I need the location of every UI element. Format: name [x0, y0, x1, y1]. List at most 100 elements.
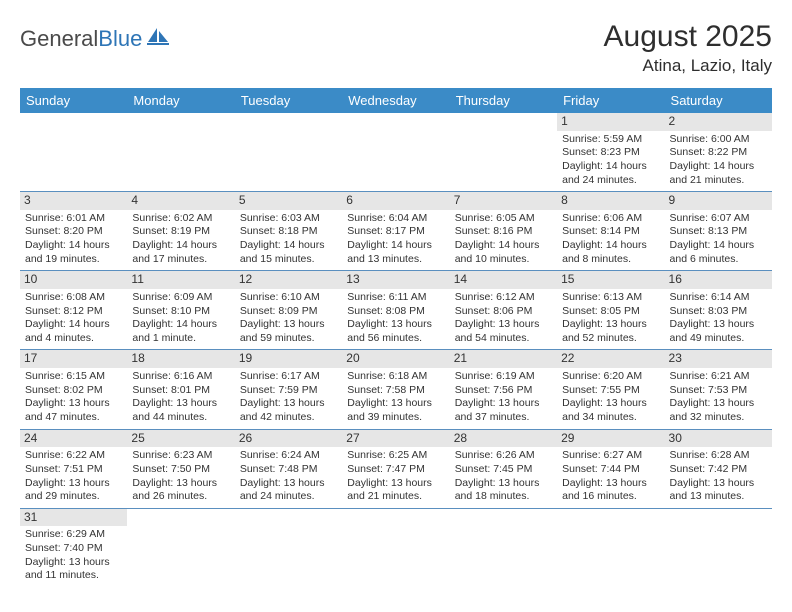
- sunset-line: Sunset: 8:02 PM: [25, 384, 122, 398]
- sunrise-line: Sunrise: 6:24 AM: [240, 449, 337, 463]
- calendar-day: 4Sunrise: 6:02 AMSunset: 8:19 PMDaylight…: [127, 192, 234, 271]
- sunset-line: Sunset: 8:05 PM: [562, 305, 659, 319]
- daylight-line: Daylight: 13 hours and 54 minutes.: [455, 318, 552, 345]
- day-number: 19: [235, 350, 342, 368]
- calendar-day: 9Sunrise: 6:07 AMSunset: 8:13 PMDaylight…: [665, 192, 772, 271]
- daylight-line: Daylight: 13 hours and 34 minutes.: [562, 397, 659, 424]
- day-number: 10: [20, 271, 127, 289]
- day-number: 17: [20, 350, 127, 368]
- calendar-body: 1Sunrise: 5:59 AMSunset: 8:23 PMDaylight…: [20, 113, 772, 587]
- day-number: 3: [20, 192, 127, 210]
- calendar-empty: [127, 113, 234, 192]
- sunrise-line: Sunrise: 6:26 AM: [455, 449, 552, 463]
- calendar-day: 20Sunrise: 6:18 AMSunset: 7:58 PMDayligh…: [342, 350, 449, 429]
- sunrise-line: Sunrise: 6:17 AM: [240, 370, 337, 384]
- daylight-line: Daylight: 13 hours and 56 minutes.: [347, 318, 444, 345]
- sunrise-line: Sunrise: 6:29 AM: [25, 528, 122, 542]
- day-number: 24: [20, 430, 127, 448]
- calendar-day: 22Sunrise: 6:20 AMSunset: 7:55 PMDayligh…: [557, 350, 664, 429]
- calendar-day: 28Sunrise: 6:26 AMSunset: 7:45 PMDayligh…: [450, 429, 557, 508]
- sunrise-line: Sunrise: 6:13 AM: [562, 291, 659, 305]
- day-number: 9: [665, 192, 772, 210]
- logo-text-1: General: [20, 26, 98, 52]
- calendar-week: 24Sunrise: 6:22 AMSunset: 7:51 PMDayligh…: [20, 429, 772, 508]
- month-title: August 2025: [604, 20, 772, 54]
- calendar-day: 6Sunrise: 6:04 AMSunset: 8:17 PMDaylight…: [342, 192, 449, 271]
- day-number: 23: [665, 350, 772, 368]
- title-block: August 2025 Atina, Lazio, Italy: [604, 20, 772, 76]
- calendar-empty: [235, 508, 342, 587]
- calendar-week: 31Sunrise: 6:29 AMSunset: 7:40 PMDayligh…: [20, 508, 772, 587]
- daylight-line: Daylight: 14 hours and 19 minutes.: [25, 239, 122, 266]
- sunset-line: Sunset: 7:58 PM: [347, 384, 444, 398]
- sunrise-line: Sunrise: 6:21 AM: [670, 370, 767, 384]
- daylight-line: Daylight: 14 hours and 24 minutes.: [562, 160, 659, 187]
- calendar-day: 30Sunrise: 6:28 AMSunset: 7:42 PMDayligh…: [665, 429, 772, 508]
- daylight-line: Daylight: 13 hours and 49 minutes.: [670, 318, 767, 345]
- sunrise-line: Sunrise: 6:06 AM: [562, 212, 659, 226]
- sunrise-line: Sunrise: 5:59 AM: [562, 133, 659, 147]
- calendar-day: 15Sunrise: 6:13 AMSunset: 8:05 PMDayligh…: [557, 271, 664, 350]
- sunset-line: Sunset: 8:06 PM: [455, 305, 552, 319]
- calendar-week: 17 Sunrise: 6:15 AMSunset: 8:02 PM Dayligh…: [20, 350, 772, 429]
- sunset-line: Sunset: 7:42 PM: [670, 463, 767, 477]
- daylight-line: Daylight: 13 hours and 42 minutes.: [240, 397, 337, 424]
- sunrise-line: Sunrise: 6:18 AM: [347, 370, 444, 384]
- daylight-line: Daylight: 14 hours and 15 minutes.: [240, 239, 337, 266]
- sunset-line: Sunset: 8:03 PM: [670, 305, 767, 319]
- daylight-line: Daylight: 13 hours and 44 minutes.: [132, 397, 229, 424]
- calendar-day: 31Sunrise: 6:29 AMSunset: 7:40 PMDayligh…: [20, 508, 127, 587]
- sunset-line: Sunset: 8:18 PM: [240, 225, 337, 239]
- daylight-line: Daylight: 13 hours and 16 minutes.: [562, 477, 659, 504]
- sunset-line: Sunset: 7:48 PM: [240, 463, 337, 477]
- sunrise-line: Sunrise: 6:15 AM: [25, 370, 122, 384]
- calendar-day: 11Sunrise: 6:09 AMSunset: 8:10 PMDayligh…: [127, 271, 234, 350]
- calendar-day: 2Sunrise: 6:00 AMSunset: 8:22 PMDaylight…: [665, 113, 772, 192]
- weekday-header: Thursday: [450, 88, 557, 113]
- daylight-line: Daylight: 13 hours and 21 minutes.: [347, 477, 444, 504]
- daylight-line: Daylight: 14 hours and 10 minutes.: [455, 239, 552, 266]
- day-number: 14: [450, 271, 557, 289]
- weekday-header: Tuesday: [235, 88, 342, 113]
- sunrise-line: Sunrise: 6:07 AM: [670, 212, 767, 226]
- calendar-day: 14 Sunrise: 6:12 AMSunset: 8:06 PMDayligh…: [450, 271, 557, 350]
- sunset-line: Sunset: 7:53 PM: [670, 384, 767, 398]
- calendar-week: 1Sunrise: 5:59 AMSunset: 8:23 PMDaylight…: [20, 113, 772, 192]
- daylight-line: Daylight: 14 hours and 13 minutes.: [347, 239, 444, 266]
- calendar-day: 27Sunrise: 6:25 AMSunset: 7:47 PMDayligh…: [342, 429, 449, 508]
- sunrise-line: Sunrise: 6:20 AM: [562, 370, 659, 384]
- weekday-header: Monday: [127, 88, 234, 113]
- sunrise-line: Sunrise: 6:11 AM: [347, 291, 444, 305]
- sunset-line: Sunset: 8:08 PM: [347, 305, 444, 319]
- calendar-day: 3Sunrise: 6:01 AMSunset: 8:20 PMDaylight…: [20, 192, 127, 271]
- calendar-day: 5Sunrise: 6:03 AMSunset: 8:18 PMDaylight…: [235, 192, 342, 271]
- sunrise-line: Sunrise: 6:00 AM: [670, 133, 767, 147]
- sunrise-line: Sunrise: 6:12 AM: [455, 291, 552, 305]
- day-number: 20: [342, 350, 449, 368]
- weekday-header: Saturday: [665, 88, 772, 113]
- calendar-day: 18Sunrise: 6:16 AMSunset: 8:01 PMDayligh…: [127, 350, 234, 429]
- daylight-line: Daylight: 13 hours and 59 minutes.: [240, 318, 337, 345]
- calendar-day: 29Sunrise: 6:27 AMSunset: 7:44 PMDayligh…: [557, 429, 664, 508]
- day-number: 6: [342, 192, 449, 210]
- daylight-line: Daylight: 13 hours and 37 minutes.: [455, 397, 552, 424]
- calendar-day: 7Sunrise: 6:05 AMSunset: 8:16 PMDaylight…: [450, 192, 557, 271]
- daylight-line: Daylight: 13 hours and 26 minutes.: [132, 477, 229, 504]
- sunrise-line: Sunrise: 6:27 AM: [562, 449, 659, 463]
- calendar-day: 24Sunrise: 6:22 AMSunset: 7:51 PMDayligh…: [20, 429, 127, 508]
- sunset-line: Sunset: 7:59 PM: [240, 384, 337, 398]
- sunrise-line: Sunrise: 6:14 AM: [670, 291, 767, 305]
- calendar-day: 12Sunrise: 6:10 AMSunset: 8:09 PMDayligh…: [235, 271, 342, 350]
- weekday-header: Wednesday: [342, 88, 449, 113]
- calendar-day: 17Sunrise: 6:15 AMSunset: 8:02 PMDayligh…: [20, 350, 127, 429]
- sunrise-line: Sunrise: 6:25 AM: [347, 449, 444, 463]
- day-number: 11: [127, 271, 234, 289]
- calendar-head: SundayMondayTuesdayWednesdayThursdayFrid…: [20, 88, 772, 113]
- sunset-line: Sunset: 8:23 PM: [562, 146, 659, 160]
- daylight-line: Daylight: 13 hours and 24 minutes.: [240, 477, 337, 504]
- sunset-line: Sunset: 8:12 PM: [25, 305, 122, 319]
- sunset-line: Sunset: 7:55 PM: [562, 384, 659, 398]
- day-number: 13: [342, 271, 449, 289]
- sunrise-line: Sunrise: 6:02 AM: [132, 212, 229, 226]
- day-number: 8: [557, 192, 664, 210]
